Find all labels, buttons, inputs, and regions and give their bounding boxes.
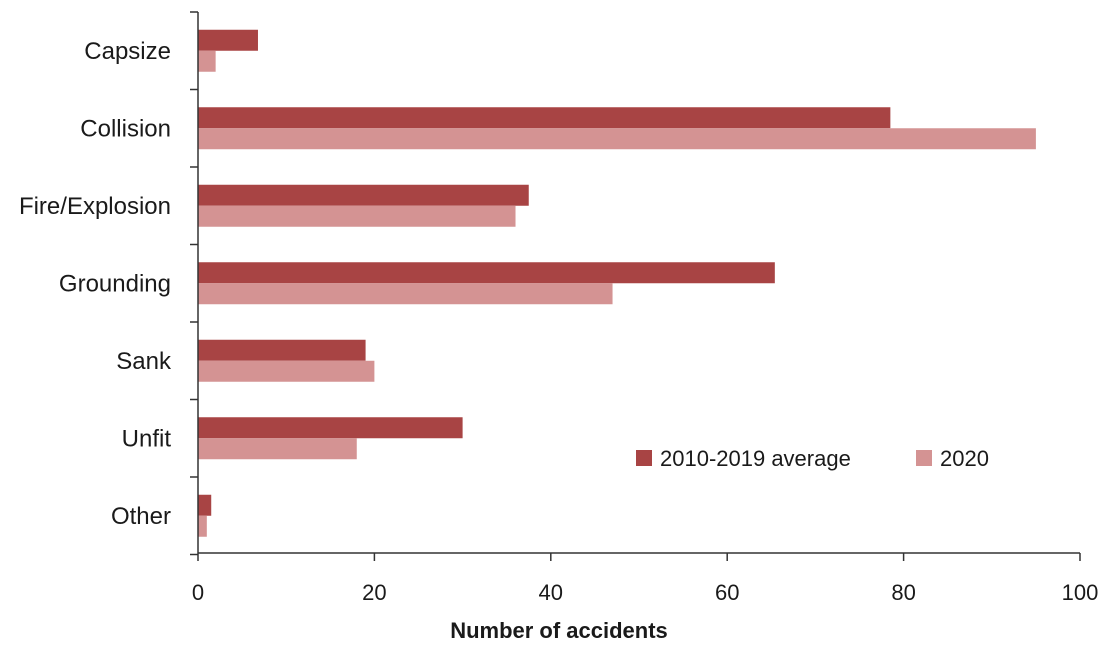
x-axis-title: Number of accidents	[450, 618, 668, 643]
bars-layer	[198, 29, 1036, 537]
bar-average-capsize	[198, 29, 258, 51]
bar-2020-fire-explosion	[198, 205, 516, 227]
category-label: Capsize	[84, 38, 171, 65]
legend-swatch-2020	[916, 450, 932, 466]
bar-average-collision	[198, 107, 891, 129]
x-tick-label: 60	[715, 580, 739, 605]
x-tick-label: 0	[192, 580, 204, 605]
bar-2020-collision	[198, 128, 1036, 150]
x-tick-label: 80	[891, 580, 915, 605]
bar-2020-unfit	[198, 438, 357, 460]
x-tick-label: 100	[1062, 580, 1099, 605]
bar-average-other	[198, 494, 212, 516]
legend-swatch-average	[636, 450, 652, 466]
category-label: Unfit	[122, 425, 172, 452]
legend-label: 2010-2019 average	[660, 446, 851, 471]
legend: 2010-2019 average 2020	[636, 446, 989, 471]
bar-average-sank	[198, 339, 366, 361]
bar-average-unfit	[198, 417, 463, 439]
category-label: Other	[111, 503, 171, 530]
x-tick-label: 20	[362, 580, 386, 605]
category-label: Collision	[80, 115, 171, 142]
bar-average-fire-explosion	[198, 184, 529, 206]
category-label: Sank	[116, 348, 172, 375]
legend-label: 2020	[940, 446, 989, 471]
category-labels: Capsize Collision Fire/Explosion Grounding S…	[19, 38, 172, 530]
bar-2020-capsize	[198, 50, 216, 72]
axes-layer	[197, 12, 1080, 554]
bar-2020-sank	[198, 360, 375, 382]
bar-average-grounding	[198, 262, 775, 284]
x-tick-label: 40	[539, 580, 563, 605]
bar-2020-grounding	[198, 283, 613, 305]
category-label: Grounding	[59, 270, 171, 297]
ticks-layer: 0 20 40 60 80 100	[190, 11, 1099, 605]
category-label: Fire/Explosion	[19, 193, 171, 220]
bar-2020-other	[198, 515, 207, 537]
